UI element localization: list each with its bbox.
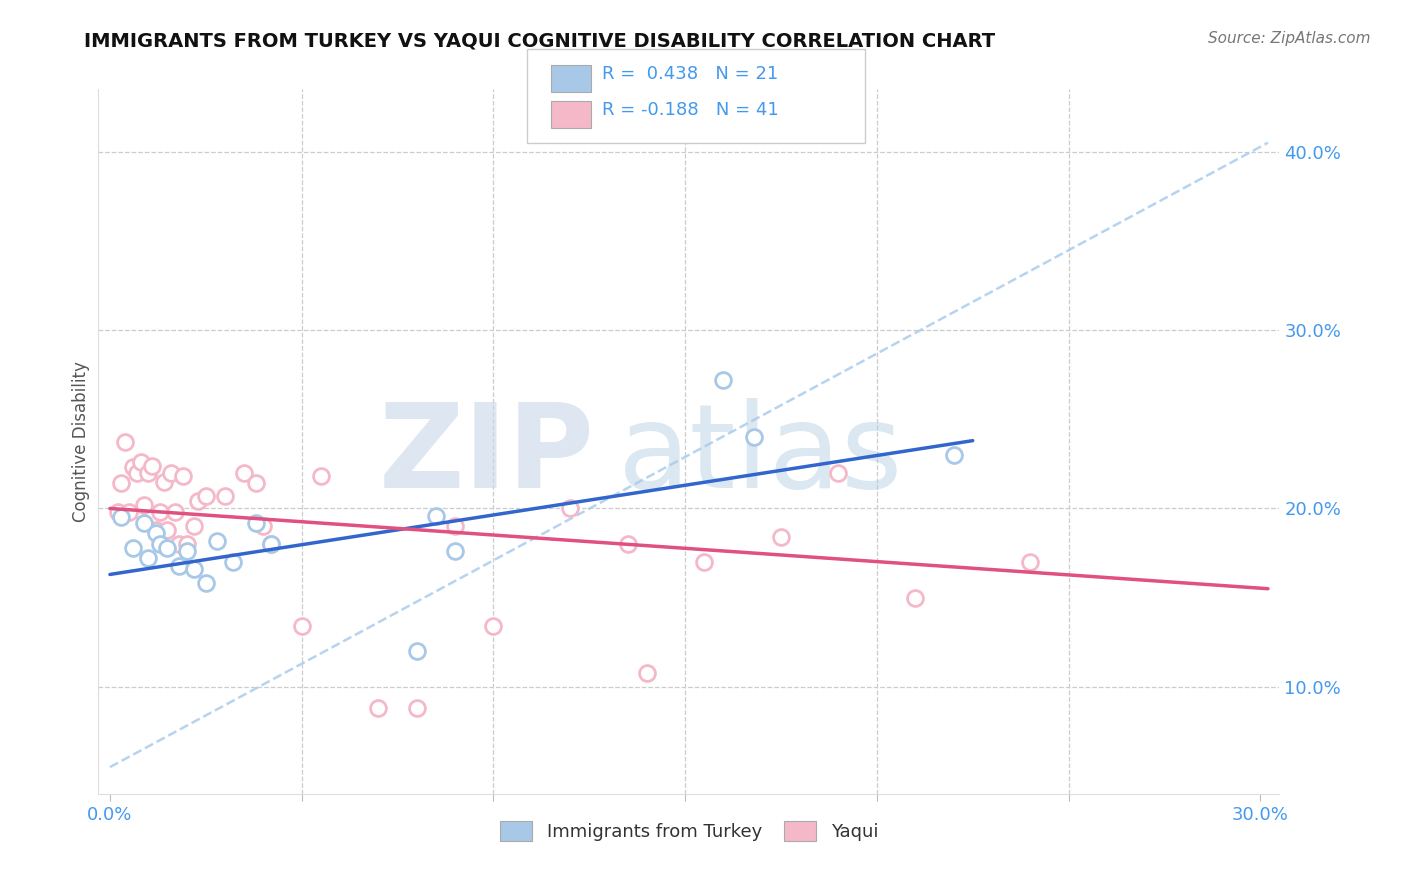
Point	[221, 555, 243, 569]
Text: ZIP: ZIP	[378, 398, 595, 513]
Point	[114, 435, 136, 450]
Point	[122, 541, 145, 555]
Point	[713, 373, 735, 387]
Point	[245, 516, 267, 530]
Point	[769, 530, 792, 544]
Point	[110, 476, 132, 491]
Point	[149, 505, 172, 519]
Point	[742, 430, 765, 444]
Point	[167, 558, 190, 573]
Point	[160, 466, 183, 480]
Point	[558, 501, 581, 516]
Point	[183, 519, 205, 533]
Point	[176, 544, 198, 558]
Point	[444, 519, 467, 533]
Point	[904, 591, 927, 605]
Point	[252, 519, 274, 533]
Point	[141, 458, 163, 473]
Legend: Immigrants from Turkey, Yaqui: Immigrants from Turkey, Yaqui	[492, 814, 886, 848]
Point	[134, 498, 156, 512]
Point	[194, 489, 217, 503]
Point	[176, 537, 198, 551]
Point	[444, 544, 467, 558]
Point	[367, 701, 389, 715]
Point	[291, 619, 314, 633]
Point	[260, 537, 283, 551]
Text: R = -0.188   N = 41: R = -0.188 N = 41	[602, 101, 779, 119]
Point	[942, 448, 965, 462]
Point	[405, 644, 427, 658]
Point	[125, 466, 148, 480]
Point	[245, 476, 267, 491]
Point	[183, 562, 205, 576]
Point	[152, 475, 174, 489]
Point	[134, 516, 156, 530]
Point	[260, 537, 283, 551]
Point	[172, 469, 194, 483]
Point	[616, 537, 638, 551]
Point	[1019, 555, 1042, 569]
Point	[482, 619, 505, 633]
Point	[136, 551, 159, 566]
Point	[194, 576, 217, 591]
Point	[149, 537, 172, 551]
Point	[156, 541, 179, 555]
Y-axis label: Cognitive Disability: Cognitive Disability	[72, 361, 90, 522]
Text: atlas: atlas	[619, 398, 904, 513]
Point	[118, 505, 141, 519]
Point	[145, 523, 167, 537]
Point	[165, 505, 187, 519]
Text: R =  0.438   N = 21: R = 0.438 N = 21	[602, 65, 778, 83]
Point	[110, 510, 132, 524]
Point	[425, 508, 447, 523]
Text: IMMIGRANTS FROM TURKEY VS YAQUI COGNITIVE DISABILITY CORRELATION CHART: IMMIGRANTS FROM TURKEY VS YAQUI COGNITIV…	[84, 31, 995, 50]
Point	[207, 533, 229, 548]
Point	[145, 526, 167, 541]
Point	[636, 665, 658, 680]
Point	[167, 537, 190, 551]
Point	[827, 466, 849, 480]
Point	[156, 523, 179, 537]
Point	[693, 555, 716, 569]
Point	[107, 505, 129, 519]
Text: Source: ZipAtlas.com: Source: ZipAtlas.com	[1208, 31, 1371, 46]
Point	[122, 460, 145, 475]
Point	[214, 489, 236, 503]
Point	[405, 701, 427, 715]
Point	[233, 466, 256, 480]
Point	[187, 494, 209, 508]
Point	[309, 469, 332, 483]
Point	[129, 455, 152, 469]
Point	[136, 466, 159, 480]
